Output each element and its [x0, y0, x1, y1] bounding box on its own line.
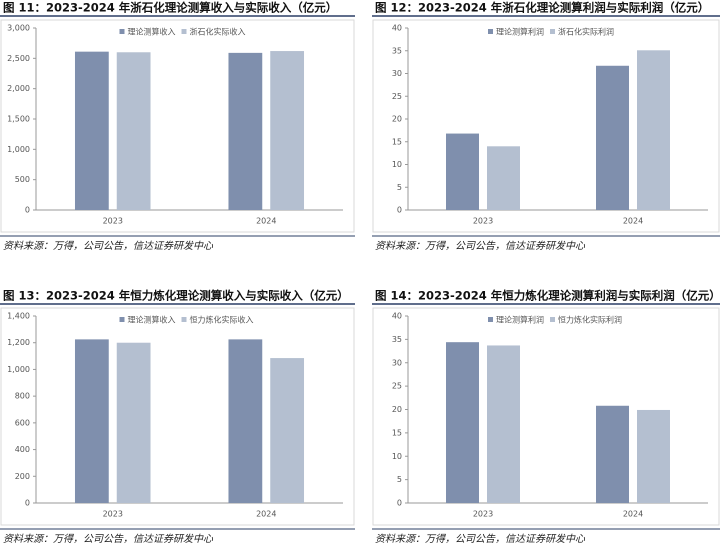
bar	[228, 52, 263, 210]
legend-swatch	[550, 29, 555, 34]
y-tick-label: 5	[397, 475, 402, 484]
y-tick-label: 25	[392, 92, 402, 101]
y-tick-label: 1,400	[7, 312, 30, 321]
source-note: 资料来源：万得，公司公告，信达证券研发中心	[375, 533, 586, 545]
x-tick-label: 2024	[623, 217, 643, 226]
source-note: 资料来源：万得，公司公告，信达证券研发中心	[3, 240, 214, 252]
chart-frame	[0, 19, 355, 233]
legend-swatch	[488, 317, 493, 322]
y-tick-label: 35	[392, 335, 402, 344]
legend-label: 恒力炼化实际收入	[190, 315, 254, 325]
y-tick-label: 2,500	[7, 54, 30, 63]
x-tick-label: 2023	[103, 217, 123, 226]
legend-label: 浙石化实际利润	[558, 27, 614, 37]
y-tick-label: 40	[392, 312, 402, 321]
bar	[637, 50, 670, 210]
legend-label: 浙石化实际收入	[190, 27, 246, 37]
figure-title: 图 13：2023-2024 年恒力炼化理论测算收入与实际收入（亿元）	[3, 289, 349, 303]
legend-swatch	[119, 317, 125, 322]
x-tick-label: 2023	[473, 217, 493, 226]
y-tick-label: 30	[392, 358, 402, 367]
y-tick-label: 3,000	[7, 24, 30, 33]
bar	[74, 51, 109, 210]
figure-title: 图 14：2023-2024 年恒力炼化理论测算利润与实际利润（亿元）	[375, 289, 720, 303]
y-tick-label: 20	[392, 115, 402, 124]
y-tick-label: 40	[392, 24, 402, 33]
chart-frame	[0, 307, 355, 526]
y-tick-label: 25	[392, 382, 402, 391]
legend-label: 理论测算收入	[128, 27, 176, 37]
y-tick-label: 10	[392, 452, 402, 461]
y-tick-label: 0	[25, 499, 30, 508]
legend-swatch	[181, 317, 187, 322]
source-note: 资料来源：万得，公司公告，信达证券研发中心	[375, 240, 586, 252]
y-tick-label: 1,000	[7, 365, 30, 374]
y-tick-label: 1,500	[7, 115, 30, 124]
y-tick-label: 15	[392, 137, 402, 146]
figure-title: 图 11：2023-2024 年浙石化理论测算收入与实际收入（亿元）	[3, 1, 337, 15]
y-tick-label: 35	[392, 46, 402, 55]
y-tick-label: 1,200	[7, 338, 30, 347]
bar	[596, 405, 629, 503]
y-tick-label: 2,000	[7, 84, 30, 93]
x-tick-label: 2024	[623, 510, 643, 519]
legend-swatch	[181, 29, 187, 34]
y-tick-label: 500	[15, 175, 30, 184]
chart-frame	[372, 307, 720, 526]
bar	[74, 339, 109, 503]
legend-swatch	[550, 317, 555, 322]
y-tick-label: 600	[15, 418, 30, 427]
y-tick-label: 200	[15, 472, 30, 481]
legend-label: 理论测算收入	[128, 315, 176, 325]
y-tick-label: 15	[392, 428, 402, 437]
bar	[270, 51, 305, 211]
bar	[228, 339, 263, 503]
x-tick-label: 2024	[256, 510, 276, 519]
legend-label: 理论测算利润	[496, 315, 544, 325]
bar	[487, 146, 520, 210]
y-tick-label: 10	[392, 160, 402, 169]
bar	[446, 133, 479, 210]
bar	[270, 358, 305, 503]
x-tick-label: 2024	[256, 217, 276, 226]
y-tick-label: 400	[15, 445, 30, 454]
bar	[596, 65, 629, 210]
y-tick-label: 20	[392, 405, 402, 414]
legend-label: 恒力炼化实际利润	[558, 315, 622, 325]
y-tick-label: 800	[15, 392, 30, 401]
chart-frame	[372, 19, 720, 233]
source-note: 资料来源：万得，公司公告，信达证券研发中心	[3, 533, 214, 545]
x-tick-label: 2023	[473, 510, 493, 519]
y-tick-label: 0	[25, 206, 30, 215]
bar	[446, 342, 479, 503]
y-tick-label: 30	[392, 69, 402, 78]
legend-label: 理论测算利润	[496, 27, 544, 37]
y-tick-label: 0	[397, 206, 402, 215]
legend-swatch	[119, 29, 125, 34]
bar	[116, 342, 151, 503]
y-tick-label: 0	[397, 499, 402, 508]
y-tick-label: 5	[397, 183, 402, 192]
figure-title: 图 12：2023-2024 年浙石化理论测算利润与实际利润（亿元）	[375, 1, 709, 15]
bar	[487, 345, 520, 503]
bar	[637, 409, 670, 503]
legend-swatch	[488, 29, 493, 34]
y-tick-label: 1,000	[7, 145, 30, 154]
x-tick-label: 2023	[103, 510, 123, 519]
bar	[116, 52, 151, 211]
